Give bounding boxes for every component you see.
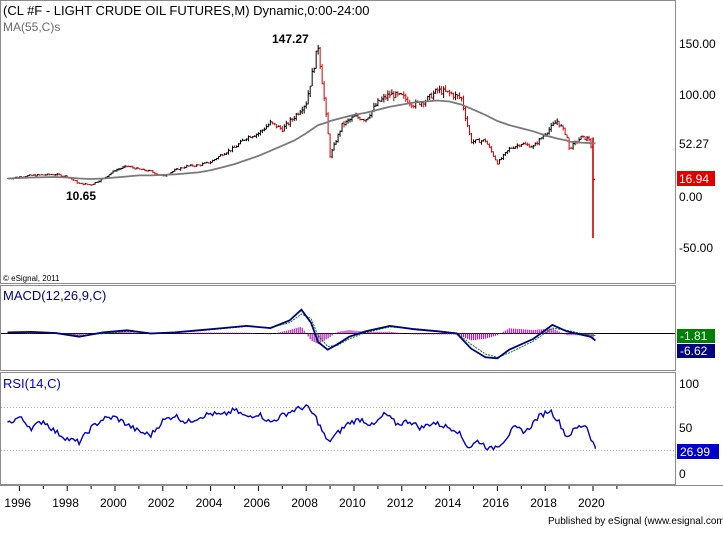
- last-price-box: [677, 171, 715, 186]
- price-panel-title: (CL #F - LIGHT CRUDE OIL FUTURES,M) Dyna…: [3, 3, 370, 18]
- last-ma-box: [677, 136, 715, 151]
- rsi-tick-0: 0: [679, 467, 686, 481]
- x-tick-label: 1996: [4, 496, 31, 510]
- price-tick-minus50: -50.00: [679, 241, 713, 255]
- last-signal-label: -1.81: [680, 329, 708, 343]
- x-tick-label: 2004: [196, 496, 223, 510]
- x-tick-label: 2002: [148, 496, 175, 510]
- price-tick-100: 100.00: [679, 88, 716, 102]
- macd-line: [7, 308, 596, 360]
- x-tick-label: 2008: [291, 496, 318, 510]
- rsi-panel-title: RSI(14,C): [3, 376, 61, 391]
- macd-signal-line: [7, 313, 596, 358]
- footer-credit: Published by eSignal (www.esignal.com): [548, 516, 723, 527]
- last-ma-label: 52.27: [679, 137, 709, 151]
- price-tick-150: 150.00: [679, 37, 716, 51]
- last-signal-box: [677, 329, 715, 343]
- ma-line-layer: [7, 99, 596, 180]
- low-annotation: 10.65: [66, 189, 96, 203]
- x-tick-label: 2014: [435, 496, 462, 510]
- macd-lines: [7, 308, 596, 360]
- macd-panel-frame: [0, 285, 676, 371]
- x-tick-label: 2016: [482, 496, 509, 510]
- rsi-line: [7, 403, 597, 451]
- last-rsi-box: [677, 444, 719, 459]
- copyright-label: © eSignal, 2011: [3, 274, 60, 283]
- x-tick-label: 2020: [578, 496, 605, 510]
- x-tick-label: 2012: [387, 496, 414, 510]
- rsi-line-layer: [7, 403, 597, 451]
- x-tick-label: 1998: [52, 496, 79, 510]
- ma-label: MA(55,C)s: [3, 20, 60, 34]
- rsi-tick-100: 100: [679, 377, 699, 391]
- rsi-panel-frame: [0, 372, 676, 485]
- last-rsi-label: 26.99: [680, 445, 710, 459]
- x-axis-ticks: 1996 1998 2000 2002 2004 2006 2008 2010 2012 2014…: [4, 486, 618, 510]
- x-tick-label: 2000: [100, 496, 127, 510]
- x-tick-label: 2018: [530, 496, 557, 510]
- price-tick-0: 0.00: [679, 190, 703, 204]
- high-annotation: 147.27: [272, 32, 309, 46]
- price-panel-frame: [0, 0, 676, 284]
- x-tick-label: 2010: [339, 496, 366, 510]
- last-macd-box: [677, 344, 715, 358]
- last-price-label: 16.94: [679, 172, 709, 186]
- last-macd-label: -6.62: [680, 344, 708, 358]
- ma-line: [7, 99, 596, 180]
- x-tick-label: 2006: [243, 496, 270, 510]
- macd-panel-title: MACD(12,26,9,C): [3, 288, 106, 303]
- rsi-tick-50: 50: [679, 421, 693, 435]
